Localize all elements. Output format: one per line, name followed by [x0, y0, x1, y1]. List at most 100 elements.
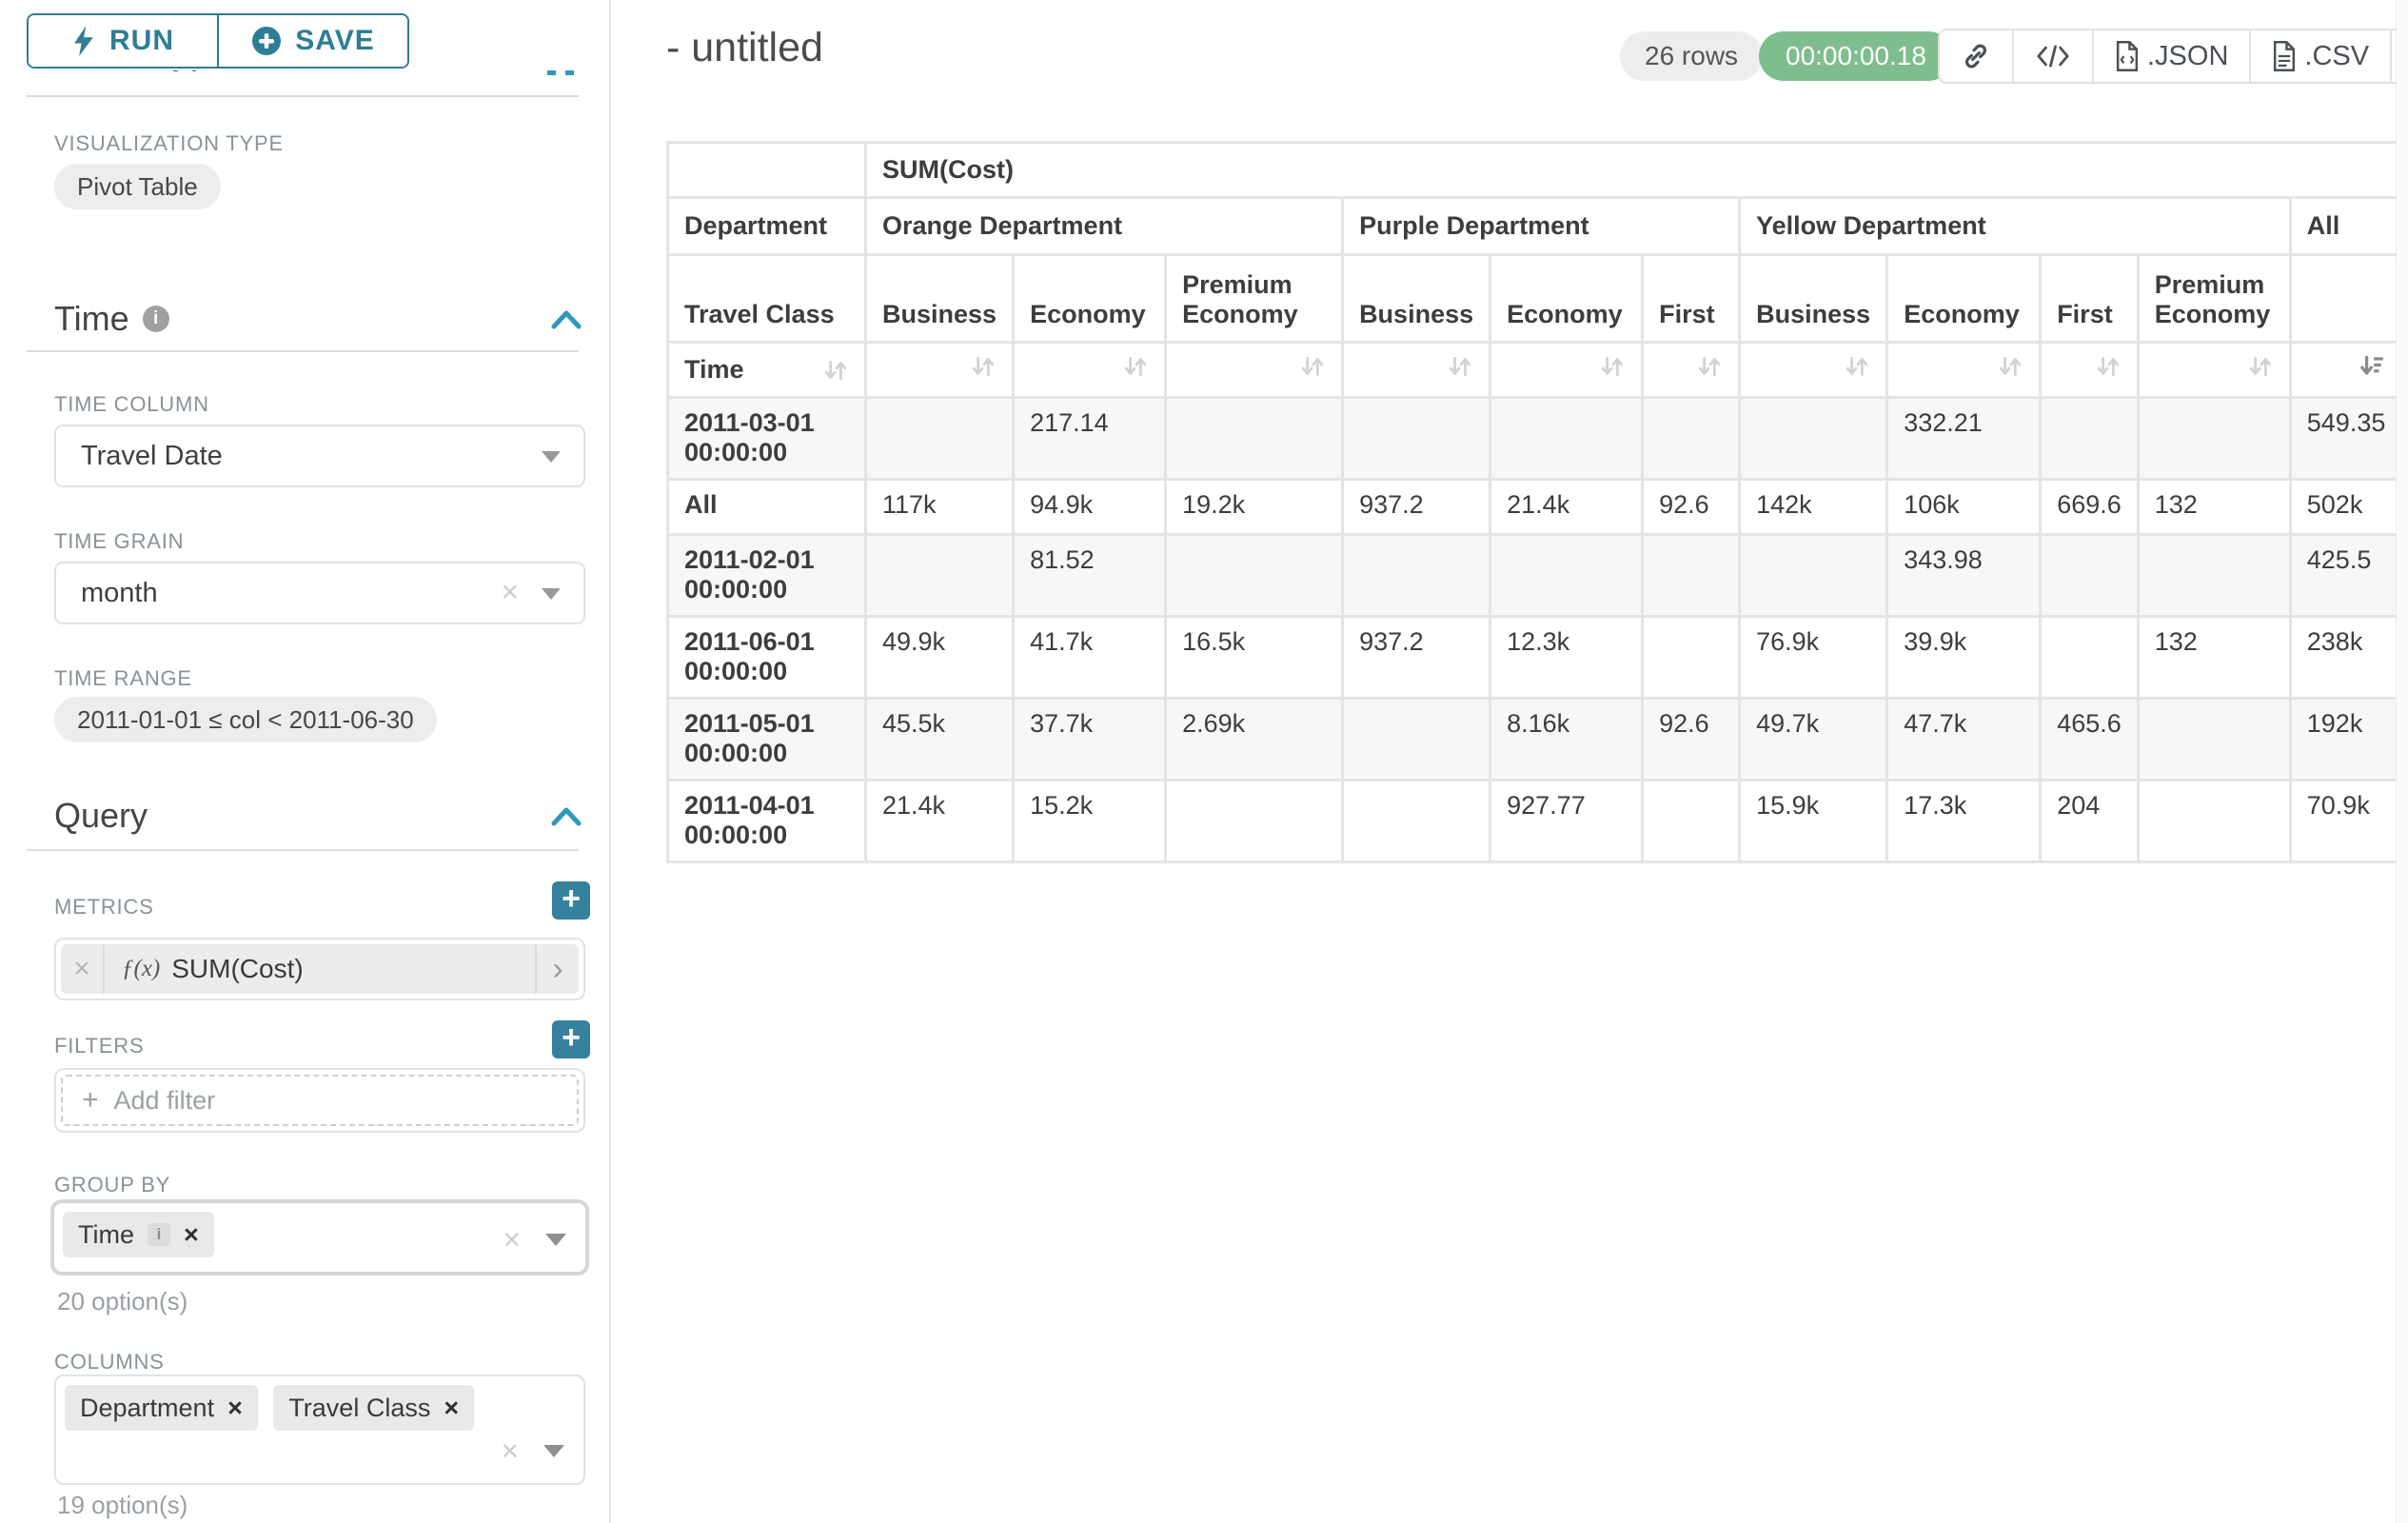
remove-chip-icon[interactable]: × — [444, 1394, 459, 1423]
caret-down-icon — [542, 451, 561, 463]
metric-name: SUM(Cost) — [171, 954, 303, 984]
sort-toggle-icon[interactable] — [2247, 353, 2274, 380]
pivot-cell: 217.14 — [1014, 398, 1166, 480]
clear-icon[interactable]: × — [503, 1224, 521, 1255]
remove-metric-icon[interactable]: × — [61, 944, 105, 994]
query-timer-badge: 00:00:00.18 — [1759, 31, 1953, 81]
columns-select[interactable]: Department × Travel Class × × — [54, 1375, 585, 1485]
pivot-cell: 549.35 — [2290, 398, 2402, 480]
pivot-col-dim2-label: Travel Class — [668, 255, 866, 343]
collapse-chevron-icon[interactable] — [550, 308, 582, 331]
sort-desc-active-icon[interactable] — [2359, 353, 2385, 380]
pivot-cell: 17.3k — [1887, 781, 2041, 862]
pivot-cell: 204 — [2041, 781, 2139, 862]
actions-bar: RUN SAVE — [0, 0, 609, 70]
run-button[interactable]: RUN — [29, 15, 217, 67]
pivot-cell: 19.2k — [1166, 480, 1343, 535]
pivot-cell: 2.69k — [1166, 699, 1343, 781]
pivot-col-header: First — [1643, 255, 1740, 343]
pivot-cell: 132 — [2138, 480, 2290, 535]
info-icon[interactable]: i — [143, 306, 169, 332]
collapse-chevron-icon[interactable] — [550, 805, 582, 828]
caret-down-icon — [542, 588, 561, 600]
group-by-select[interactable]: Time i × × — [50, 1199, 589, 1276]
pivot-cell: 92.6 — [1643, 480, 1740, 535]
clear-icon[interactable]: × — [501, 577, 519, 607]
pivot-cell: 142k — [1740, 480, 1887, 535]
export-toolbar: .JSON .CSV — [1938, 29, 2408, 84]
pivot-cell: 49.7k — [1740, 699, 1887, 781]
pivot-col-group-header: Purple Department — [1343, 198, 1740, 255]
remove-chip-icon[interactable]: × — [184, 1220, 199, 1250]
viz-type-pill[interactable]: Pivot Table — [54, 164, 221, 209]
sort-toggle-icon[interactable] — [822, 357, 849, 384]
caret-down-icon[interactable] — [543, 1445, 564, 1457]
copy-link-button[interactable] — [1940, 30, 2012, 82]
add-metric-button[interactable] — [552, 881, 590, 920]
add-filter-dropzone[interactable]: Add filter — [61, 1075, 579, 1126]
pivot-cell: 94.9k — [1014, 480, 1166, 535]
metric-chip[interactable]: × ƒ(x) SUM(Cost) › — [61, 944, 579, 994]
group-by-chip[interactable]: Time i × — [63, 1212, 214, 1257]
embed-code-button[interactable] — [2012, 30, 2092, 82]
chart-title[interactable]: - untitled — [666, 25, 823, 71]
columns-label: COLUMNS — [54, 1350, 165, 1375]
time-column-select[interactable]: Travel Date — [54, 425, 585, 487]
metrics-label: METRICS — [54, 895, 154, 920]
time-range-pill[interactable]: 2011-01-01 ≤ col < 2011-06-30 — [54, 697, 437, 742]
metrics-box: × ƒ(x) SUM(Cost) › — [54, 938, 585, 1000]
time-grain-select[interactable]: month × — [54, 562, 585, 624]
add-filter-button[interactable] — [552, 1020, 590, 1058]
file-json-icon — [2115, 41, 2140, 71]
sort-toggle-icon[interactable] — [1997, 353, 2023, 380]
pivot-col-header: Premium Economy — [2138, 255, 2290, 343]
pivot-cell — [2138, 398, 2290, 480]
sort-toggle-icon[interactable] — [1599, 353, 1626, 380]
pivot-sort-cell — [2041, 343, 2139, 398]
export-json-button[interactable]: .JSON — [2092, 30, 2249, 82]
link-icon — [1961, 41, 1991, 71]
export-csv-button[interactable]: .CSV — [2249, 30, 2390, 82]
pivot-cell: 15.2k — [1014, 781, 1166, 862]
pivot-row-axis-header: Time — [668, 343, 866, 398]
time-column-label: TIME COLUMN — [54, 392, 209, 417]
pivot-cell — [2041, 398, 2139, 480]
caret-down-icon[interactable] — [545, 1234, 566, 1246]
sort-toggle-icon[interactable] — [1447, 353, 1473, 380]
pivot-cell — [2138, 781, 2290, 862]
pivot-sort-cell — [1643, 343, 1740, 398]
pivot-row-label: All — [668, 480, 866, 535]
pivot-table-container: SUM(Cost)DepartmentOrange DepartmentPurp… — [666, 141, 2403, 863]
remove-chip-icon[interactable]: × — [227, 1394, 243, 1423]
expand-metric-icon[interactable]: › — [535, 944, 579, 994]
pivot-cell: 81.52 — [1014, 535, 1166, 617]
pivot-metric-header: SUM(Cost) — [866, 143, 2402, 198]
pivot-cell: 502k — [2290, 480, 2402, 535]
pivot-cell — [866, 535, 1014, 617]
pivot-cell: 21.4k — [866, 781, 1014, 862]
pivot-cell — [1166, 535, 1343, 617]
sort-toggle-icon[interactable] — [1696, 353, 1723, 380]
pivot-sort-cell — [866, 343, 1014, 398]
pivot-cell — [1166, 781, 1343, 862]
pivot-cell — [1643, 398, 1740, 480]
sort-toggle-icon[interactable] — [2095, 353, 2122, 380]
columns-chip[interactable]: Department × — [65, 1385, 258, 1431]
clear-icon[interactable]: × — [501, 1435, 519, 1466]
sort-toggle-icon[interactable] — [1844, 353, 1870, 380]
divider — [27, 350, 579, 352]
info-icon[interactable]: i — [148, 1223, 170, 1246]
pivot-cell — [2041, 535, 2139, 617]
pivot-cell: 45.5k — [866, 699, 1014, 781]
pivot-cell: 49.9k — [866, 617, 1014, 699]
sort-toggle-icon[interactable] — [1122, 353, 1149, 380]
save-button[interactable]: SAVE — [217, 15, 407, 67]
pivot-col-group-header: Yellow Department — [1740, 198, 2291, 255]
page-scrollbar[interactable] — [2396, 0, 2408, 1523]
columns-chip[interactable]: Travel Class × — [273, 1385, 474, 1431]
pivot-sort-cell — [1014, 343, 1166, 398]
pivot-col-header: Premium Economy — [1166, 255, 1343, 343]
sort-toggle-icon[interactable] — [970, 353, 997, 380]
plus-circle-icon — [251, 26, 282, 56]
sort-toggle-icon[interactable] — [1299, 353, 1326, 380]
